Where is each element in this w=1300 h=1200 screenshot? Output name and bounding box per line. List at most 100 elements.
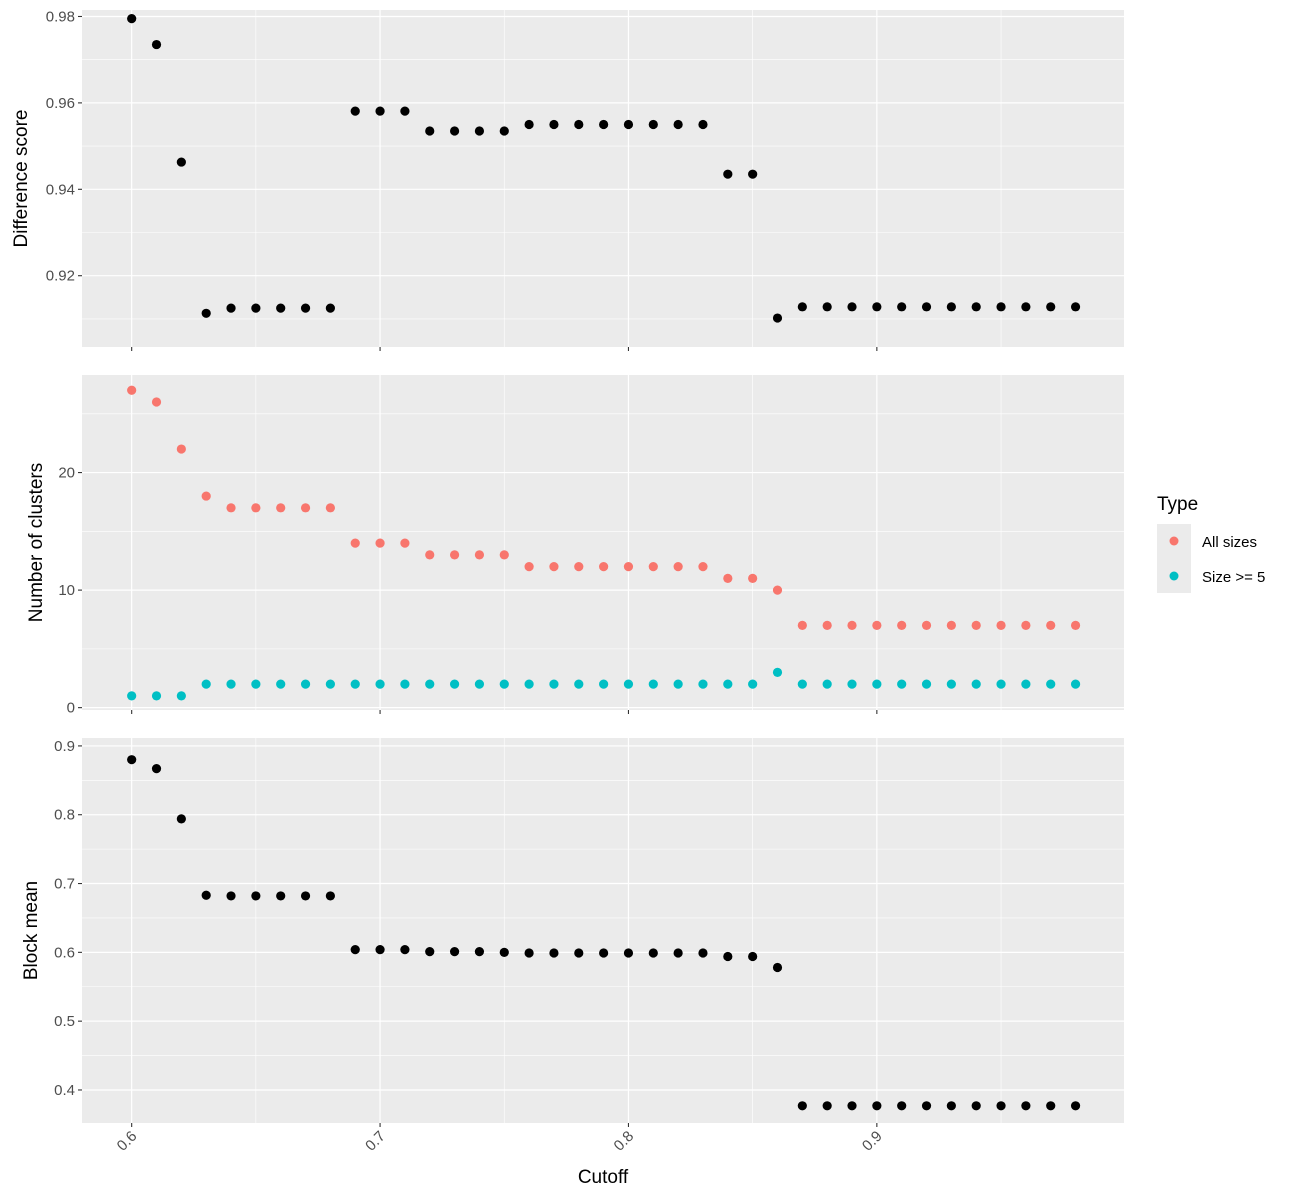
number-of-clusters-point-all-sizes: [623, 561, 634, 572]
block-mean-y-tick-label: 0.4: [54, 1082, 75, 1099]
difference-score-point: [300, 303, 311, 313]
block-mean-point: [623, 948, 634, 958]
number-of-clusters-gridlines: [82, 375, 1124, 710]
number-of-clusters-point-size-5: [921, 679, 932, 689]
number-of-clusters-point-size-5: [499, 679, 509, 689]
number-of-clusters-point-size-5: [872, 679, 882, 689]
block-mean-point: [872, 1101, 882, 1111]
number-of-clusters-point-all-sizes: [151, 397, 162, 407]
number-of-clusters-point-size-5: [201, 679, 211, 689]
block-mean-point: [300, 891, 311, 901]
block-mean-y-tick-label: 0.8: [54, 807, 75, 824]
number-of-clusters-panel: 0 10 20 Number of clusters: [26, 375, 1124, 717]
number-of-clusters-point-size-5: [648, 679, 658, 689]
difference-score-point: [549, 119, 559, 130]
number-of-clusters-point-all-sizes: [946, 620, 956, 630]
block-mean-y-tick-label: 0.7: [54, 876, 75, 893]
number-of-clusters-point-size-5: [350, 679, 360, 689]
number-of-clusters-y-tick-label: 20: [58, 465, 75, 482]
difference-score-point: [499, 126, 509, 136]
number-of-clusters-point-all-sizes: [574, 561, 584, 572]
block-mean-point: [375, 944, 385, 955]
block-mean-y-tick-label: 0.9: [54, 738, 75, 755]
number-of-clusters-point-all-sizes: [748, 573, 758, 583]
difference-score-panel: 0.92 0.94 0.96 0.98 Difference score: [11, 8, 1124, 351]
number-of-clusters-point-all-sizes: [201, 491, 211, 501]
number-of-clusters-point-size-5: [375, 679, 385, 689]
block-mean-point: [971, 1101, 981, 1111]
difference-score-point: [822, 302, 832, 312]
number-of-clusters-point-size-5: [897, 679, 907, 689]
block-mean-point: [1070, 1101, 1081, 1111]
difference-score-point: [946, 302, 956, 312]
difference-score-point: [201, 308, 211, 318]
block-mean-point: [822, 1101, 832, 1111]
number-of-clusters-point-all-sizes: [599, 561, 609, 572]
legend-keys-background: [1157, 524, 1191, 593]
number-of-clusters-point-size-5: [772, 667, 783, 677]
block-mean-points: [127, 755, 1081, 1111]
difference-score-point: [748, 169, 758, 179]
number-of-clusters-point-size-5: [1046, 679, 1056, 689]
number-of-clusters-point-all-sizes: [127, 385, 137, 395]
number-of-clusters-point-all-sizes: [971, 620, 981, 630]
block-mean-point: [599, 948, 609, 958]
number-of-clusters-point-size-5: [574, 679, 584, 689]
block-mean-point: [325, 891, 335, 901]
number-of-clusters-point-size-5: [698, 679, 708, 689]
legend-label-size-5-plus: Size >= 5: [1202, 569, 1265, 586]
difference-score-point: [127, 14, 137, 24]
number-of-clusters-point-size-5: [425, 679, 435, 689]
number-of-clusters-point-all-sizes: [797, 620, 807, 630]
difference-score-point: [151, 39, 162, 50]
number-of-clusters-point-size-5: [325, 679, 335, 689]
number-of-clusters-point-size-5: [549, 679, 559, 689]
block-mean-point: [897, 1101, 907, 1111]
number-of-clusters-point-size-5: [176, 691, 186, 701]
block-mean-point: [400, 944, 410, 955]
block-mean-point: [1046, 1101, 1056, 1111]
block-mean-point: [549, 948, 559, 958]
difference-score-panel-background: [82, 10, 1124, 347]
difference-score-point: [921, 302, 932, 312]
block-mean-point: [673, 948, 683, 958]
number-of-clusters-point-size-5: [996, 679, 1006, 689]
number-of-clusters-point-all-sizes: [350, 538, 360, 548]
block-mean-point: [996, 1101, 1006, 1111]
block-mean-point: [251, 891, 261, 901]
difference-score-point: [797, 302, 807, 312]
legend-key-all-sizes: [1169, 536, 1179, 546]
number-of-clusters-point-size-5: [151, 691, 162, 701]
number-of-clusters-point-all-sizes: [1070, 620, 1081, 630]
difference-score-point: [872, 302, 882, 312]
number-of-clusters-point-size-5: [251, 679, 261, 689]
number-of-clusters-point-all-sizes: [449, 550, 460, 560]
difference-score-point: [449, 126, 460, 136]
difference-score-points: [127, 14, 1081, 323]
block-mean-point: [648, 948, 658, 958]
difference-score-point: [251, 303, 261, 313]
number-of-clusters-point-all-sizes: [822, 620, 832, 630]
number-of-clusters-point-all-sizes: [276, 503, 286, 513]
block-mean-point: [176, 814, 186, 824]
block-mean-panel-background: [82, 738, 1124, 1123]
number-of-clusters-point-all-sizes: [300, 503, 311, 513]
number-of-clusters-point-all-sizes: [673, 561, 683, 572]
block-mean-point: [946, 1101, 956, 1111]
block-mean-point: [350, 944, 360, 955]
number-of-clusters-point-all-sizes: [499, 550, 509, 560]
block-mean-point: [698, 948, 708, 958]
block-mean-point: [127, 755, 137, 765]
number-of-clusters-point-all-sizes: [723, 573, 733, 583]
number-of-clusters-point-all-sizes: [400, 538, 410, 548]
x-axis-title: Cutoff: [578, 1167, 629, 1188]
number-of-clusters-point-size-5: [474, 679, 485, 689]
number-of-clusters-point-size-5: [822, 679, 832, 689]
legend-label-all-sizes: All sizes: [1202, 534, 1257, 551]
block-mean-point: [151, 764, 162, 774]
difference-score-point: [574, 119, 584, 130]
number-of-clusters-point-size-5: [400, 679, 410, 689]
number-of-clusters-point-size-5: [748, 679, 758, 689]
block-mean-point: [425, 947, 435, 957]
